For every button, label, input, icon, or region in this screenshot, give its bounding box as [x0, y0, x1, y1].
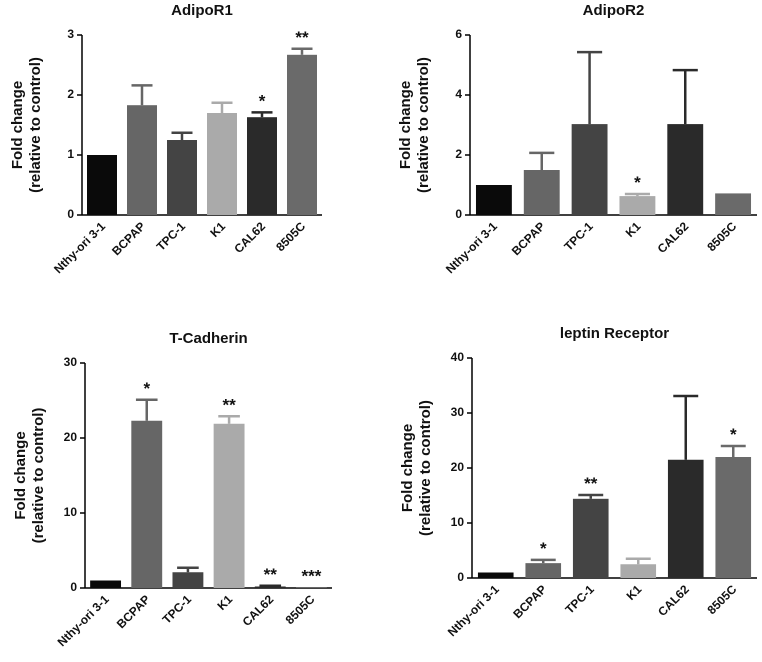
x-tick-label: TPC-1	[154, 219, 189, 254]
chart-title: AdipoR2	[583, 2, 645, 19]
x-tick-label: 8505C	[704, 219, 739, 254]
x-tick-label: BCPAP	[509, 219, 548, 258]
x-tick-label: K1	[624, 582, 645, 603]
x-tick-label: Nthy-ori 3-1	[443, 219, 500, 276]
y-tick-label: 20	[64, 430, 78, 444]
x-tick-label: Nthy-ori 3-1	[55, 592, 112, 649]
bar	[523, 170, 560, 215]
y-axis-label: (relative to control)	[415, 57, 432, 193]
x-tick-label: CAL62	[231, 219, 268, 256]
bar	[572, 498, 609, 578]
x-tick-label: CAL62	[240, 592, 277, 629]
bar	[525, 563, 562, 578]
y-tick-label: 0	[457, 570, 464, 584]
x-tick-label: 8505C	[283, 592, 318, 627]
bar	[213, 423, 245, 588]
x-tick-label: K1	[214, 592, 235, 613]
x-tick-label: K1	[207, 219, 228, 240]
bar	[620, 564, 657, 578]
x-tick-label: TPC-1	[562, 582, 597, 617]
x-tick-label: K1	[623, 219, 644, 240]
bar	[172, 572, 204, 588]
y-tick-label: 10	[64, 505, 78, 519]
y-axis-label: (relative to control)	[417, 400, 434, 536]
bar	[167, 140, 197, 215]
y-tick-label: 2	[455, 147, 462, 161]
y-tick-label: 2	[67, 87, 74, 101]
x-tick-label: Nthy-ori 3-1	[51, 219, 108, 276]
significance: *	[143, 379, 150, 398]
x-tick-label: Nthy-ori 3-1	[445, 582, 502, 639]
significance: *	[730, 425, 737, 444]
y-axis-label: Fold change	[399, 424, 416, 512]
chart-title: AdipoR1	[171, 2, 233, 19]
bar	[475, 185, 512, 215]
significance: **	[295, 28, 309, 47]
y-tick-label: 6	[455, 27, 462, 41]
significance: **	[222, 395, 236, 414]
significance: *	[540, 539, 547, 558]
y-tick-label: 4	[455, 87, 462, 101]
y-tick-label: 0	[67, 207, 74, 221]
significance: **	[584, 474, 598, 493]
y-tick-label: 0	[70, 580, 77, 594]
y-tick-label: 30	[64, 355, 78, 369]
y-tick-label: 10	[451, 515, 465, 529]
x-tick-label: 8505C	[704, 582, 739, 617]
x-tick-label: 8505C	[273, 219, 308, 254]
significance: **	[264, 565, 278, 584]
bar	[127, 105, 157, 215]
y-tick-label: 40	[451, 350, 465, 364]
y-tick-label: 0	[455, 207, 462, 221]
bar	[667, 124, 704, 215]
bar	[619, 196, 656, 215]
bar	[571, 124, 608, 215]
significance: *	[259, 91, 266, 110]
significance: ***	[301, 567, 321, 586]
x-tick-label: BCPAP	[114, 592, 153, 631]
bar	[90, 580, 122, 588]
y-tick-label: 30	[451, 405, 465, 419]
bar	[667, 459, 704, 578]
y-axis-label: Fold change	[9, 81, 26, 169]
bar	[477, 572, 514, 578]
bar	[247, 117, 277, 215]
x-tick-label: BCPAP	[510, 582, 549, 621]
y-axis-label: Fold change	[397, 81, 414, 169]
y-tick-label: 1	[67, 147, 74, 161]
y-axis-label: (relative to control)	[30, 408, 47, 544]
chart-title: T-Cadherin	[169, 330, 247, 347]
y-tick-label: 3	[67, 27, 74, 41]
x-tick-label: CAL62	[655, 219, 692, 256]
significance: *	[634, 173, 641, 192]
y-axis-label: Fold change	[12, 431, 29, 519]
bar	[715, 193, 752, 215]
y-tick-label: 20	[451, 460, 465, 474]
bar	[254, 586, 286, 588]
bar	[715, 457, 752, 578]
bar	[287, 54, 317, 215]
chart-title: leptin Receptor	[560, 325, 669, 342]
bar	[87, 155, 117, 215]
x-tick-label: CAL62	[655, 582, 692, 619]
x-tick-label: TPC-1	[160, 592, 195, 627]
x-tick-label: BCPAP	[109, 219, 148, 258]
y-axis-label: (relative to control)	[27, 57, 44, 193]
bar	[131, 420, 163, 588]
x-tick-label: TPC-1	[561, 219, 596, 254]
bar	[207, 113, 237, 215]
